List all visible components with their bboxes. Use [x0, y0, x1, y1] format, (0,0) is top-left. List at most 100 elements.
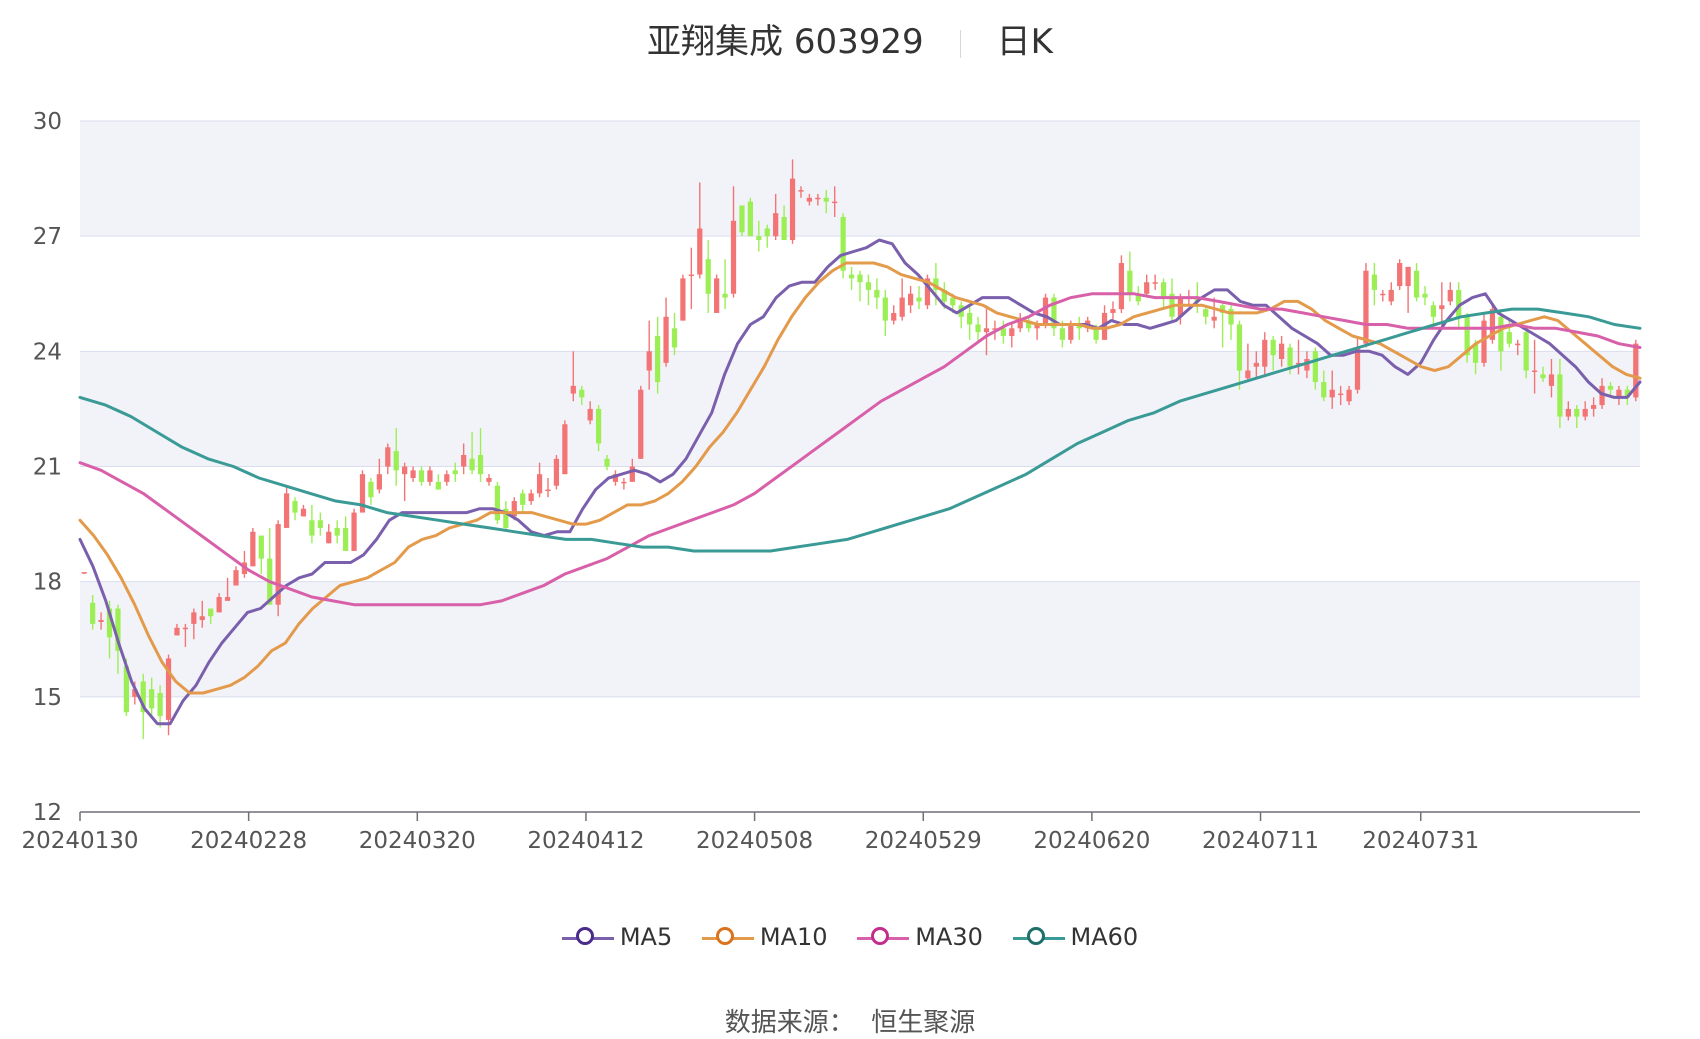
- candle-up: [1253, 362, 1259, 367]
- candle-up: [891, 312, 897, 321]
- x-tick-label: 20240711: [1202, 828, 1319, 854]
- candle-up: [528, 493, 534, 502]
- candle-up: [730, 220, 737, 294]
- candle-down: [494, 485, 501, 521]
- candle-up: [199, 616, 205, 621]
- candle-up: [385, 447, 391, 467]
- candle-up: [1599, 385, 1605, 406]
- candle-down: [1093, 328, 1099, 340]
- candle-down: [874, 289, 880, 298]
- candle-up: [1068, 324, 1074, 340]
- y-tick-label: 15: [33, 685, 62, 711]
- candle-up: [1295, 362, 1302, 365]
- candle-down: [1287, 347, 1293, 367]
- candle-up: [621, 481, 627, 484]
- ma-line-ma30: [78, 292, 1642, 607]
- candle-down: [469, 458, 475, 471]
- candle-up: [410, 470, 416, 479]
- candle-down: [1236, 324, 1243, 371]
- candle-up: [283, 493, 290, 528]
- candle-up: [899, 297, 905, 317]
- candle-down: [1422, 293, 1428, 298]
- candle-up: [1548, 374, 1555, 386]
- candle-up: [688, 274, 694, 277]
- candle-up: [1633, 343, 1639, 398]
- candle-up: [1110, 309, 1116, 313]
- candle-up: [1245, 370, 1251, 379]
- y-axis-labels: 12 15 18 21 24 27 30: [33, 109, 62, 826]
- candle-down: [1321, 382, 1327, 398]
- candle-up: [773, 213, 779, 237]
- candle-down: [477, 454, 484, 475]
- candle-up: [444, 474, 450, 482]
- plot-bands: [80, 121, 1640, 697]
- legend-item-ma5[interactable]: MA5: [561, 923, 673, 951]
- candle-up: [714, 278, 720, 313]
- candle-down: [1270, 339, 1276, 356]
- candle-up: [638, 389, 644, 459]
- candle-up: [1262, 339, 1268, 367]
- candle-up: [98, 620, 104, 622]
- candle-down: [1160, 282, 1167, 298]
- candle-down: [756, 236, 762, 241]
- candle-up: [612, 474, 619, 482]
- legend-item-ma60[interactable]: MA60: [1012, 923, 1138, 951]
- candle-down: [950, 297, 956, 306]
- candle-down: [739, 205, 745, 233]
- candle-up: [1354, 347, 1361, 390]
- candle-down: [1051, 297, 1057, 329]
- candle-up: [789, 178, 796, 241]
- chart-title: 亚翔集成 603929 日K: [0, 14, 1700, 63]
- candle-down: [705, 259, 711, 294]
- candle-down: [1523, 332, 1529, 371]
- legend-label-ma10: MA10: [759, 923, 828, 951]
- candle-up: [1017, 320, 1023, 329]
- candle-down: [1135, 293, 1141, 302]
- plot-gridlines: [80, 120, 1640, 698]
- candle-up: [132, 689, 138, 697]
- x-tick-label: 20240130: [21, 828, 138, 854]
- candle-down: [975, 324, 981, 333]
- legend-item-ma30[interactable]: MA30: [857, 923, 983, 951]
- candle-down: [1194, 297, 1200, 302]
- candle-down: [1464, 316, 1470, 356]
- candle-up: [1591, 405, 1597, 409]
- candle-up: [275, 524, 281, 605]
- candle-up: [1144, 282, 1150, 294]
- candle-down: [840, 216, 846, 271]
- candle-up: [1481, 320, 1487, 363]
- candle-up: [1009, 328, 1015, 336]
- candle-down: [317, 520, 323, 528]
- candle-down: [747, 201, 753, 237]
- candle-up: [461, 454, 467, 467]
- candle-down: [967, 312, 973, 325]
- candle-up: [832, 201, 838, 204]
- x-axis: 20240130 20240228 20240320 20240412 20240508…: [21, 811, 1640, 854]
- candle-down: [1540, 374, 1546, 379]
- candle-up: [587, 408, 593, 421]
- candle-up: [182, 627, 189, 630]
- ma-line-ma10: [78, 261, 1642, 695]
- y-tick-label: 12: [33, 800, 62, 826]
- candle-up: [1177, 297, 1184, 317]
- legend-label-ma5: MA5: [619, 923, 673, 951]
- candle-up: [402, 466, 408, 475]
- candle-up: [536, 474, 543, 494]
- candle-up: [924, 278, 931, 306]
- x-tick-label: 20240320: [359, 828, 476, 854]
- candle-up: [798, 190, 804, 192]
- candle-down: [1456, 289, 1462, 317]
- candle-up: [663, 316, 669, 363]
- candle-down: [157, 692, 163, 717]
- candle-up: [1279, 343, 1285, 360]
- candle-up: [629, 466, 635, 482]
- candle-down: [418, 470, 425, 482]
- candle-up: [1118, 263, 1125, 310]
- candle-up: [1380, 293, 1386, 296]
- legend-item-ma10[interactable]: MA10: [701, 923, 828, 951]
- candle-down: [1413, 270, 1420, 298]
- candle-down: [90, 602, 96, 624]
- candle-up: [224, 597, 231, 601]
- candle-down: [604, 458, 610, 467]
